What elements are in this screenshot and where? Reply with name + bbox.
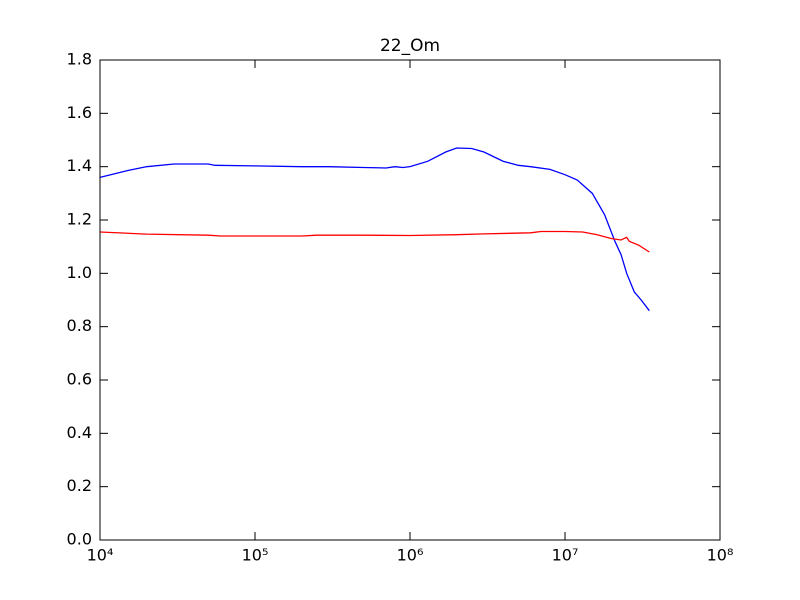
chart-title: 22_Om xyxy=(380,36,440,56)
x-tick-label: 10⁸ xyxy=(707,546,734,565)
y-tick-label: 0.8 xyxy=(67,316,92,335)
x-tick-label: 10⁴ xyxy=(87,546,114,565)
y-tick-label: 0.4 xyxy=(67,423,92,442)
data-line xyxy=(99,147,650,312)
x-tick-label: 10⁵ xyxy=(242,546,269,565)
y-tick-label: 1.0 xyxy=(67,263,92,282)
y-tick-label: 1.6 xyxy=(67,103,92,122)
y-tick-label: 0.6 xyxy=(67,370,92,389)
data-line xyxy=(99,230,650,253)
y-tick-label: 1.2 xyxy=(67,210,92,229)
y-tick-label: 1.8 xyxy=(67,50,92,69)
x-tick-label: 10⁶ xyxy=(397,546,424,565)
x-tick-label: 10⁷ xyxy=(552,546,579,565)
y-tick-label: 0.2 xyxy=(67,476,92,495)
y-tick-label: 1.4 xyxy=(67,156,92,175)
y-tick-label: 0.0 xyxy=(67,530,92,549)
